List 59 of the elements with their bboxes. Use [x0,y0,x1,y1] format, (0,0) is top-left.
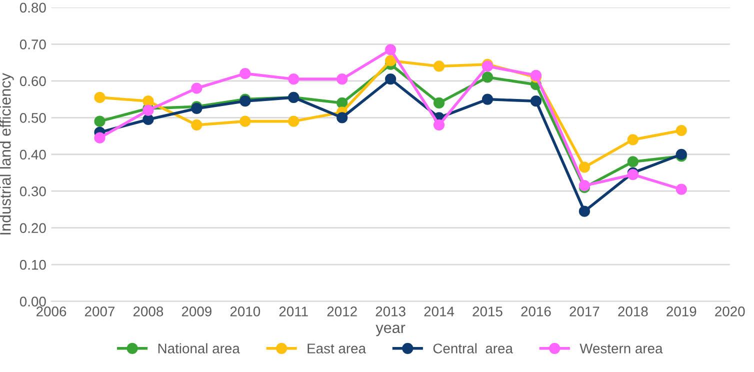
y-tick-label: 0.60 [20,76,46,86]
x-tick-label: 2007 [84,306,114,316]
y-axis-title: Industrial land efficiency [0,73,14,234]
x-tick-label: 2012 [327,306,357,316]
x-tick-label: 2013 [376,306,406,316]
y-tick-label: 0.50 [20,112,46,123]
point [627,156,638,168]
point [191,82,202,94]
y-tick-label: 0.00 [20,296,46,306]
x-tick-label: 2006 [36,306,66,316]
point [240,68,251,80]
point [385,55,396,66]
point [385,74,396,85]
point [288,116,300,127]
point [433,60,445,72]
point [578,162,590,173]
point [94,92,106,103]
x-tick-label: 2020 [715,306,745,316]
point [676,124,687,136]
point [191,119,202,131]
point [142,96,154,107]
x-tick-label: 2019 [666,306,696,316]
point [385,44,396,56]
y-tick-label: 0.20 [20,223,46,234]
point [482,94,494,105]
point [336,112,348,124]
y-tick-label: 0.40 [20,150,46,160]
x-axis-title: year [376,324,406,336]
point [482,72,494,83]
point [240,116,251,127]
point [288,74,300,85]
x-tick-label: 2010 [230,306,260,316]
x-tick-label: 2015 [472,306,502,316]
point [578,206,590,217]
x-tick-label: 2009 [182,306,212,316]
legend-label: Western area [580,344,663,354]
y-tick-label: 0.80 [20,2,46,13]
point [336,74,348,85]
point [142,114,154,126]
x-tick-label: 2011 [279,306,308,316]
y-tick-label: 0.30 [20,186,46,196]
x-tick-label: 2018 [618,306,648,316]
point [530,96,542,107]
x-tick-label: 2008 [133,306,164,316]
y-tick-label: 0.70 [20,40,46,50]
x-tick-label: 2016 [521,306,551,316]
y-tick-label: 0.10 [20,260,46,270]
point [433,97,445,109]
legend-label: National area [158,343,240,354]
point [676,184,687,195]
point [433,119,445,131]
point [94,132,106,144]
legend-label: Central area [433,343,513,354]
point [336,97,348,109]
x-tick-label: 2017 [570,306,600,316]
point [627,134,638,146]
point [94,116,106,127]
legend-label: East area [308,344,366,354]
x-tick-label: 2014 [424,306,454,316]
